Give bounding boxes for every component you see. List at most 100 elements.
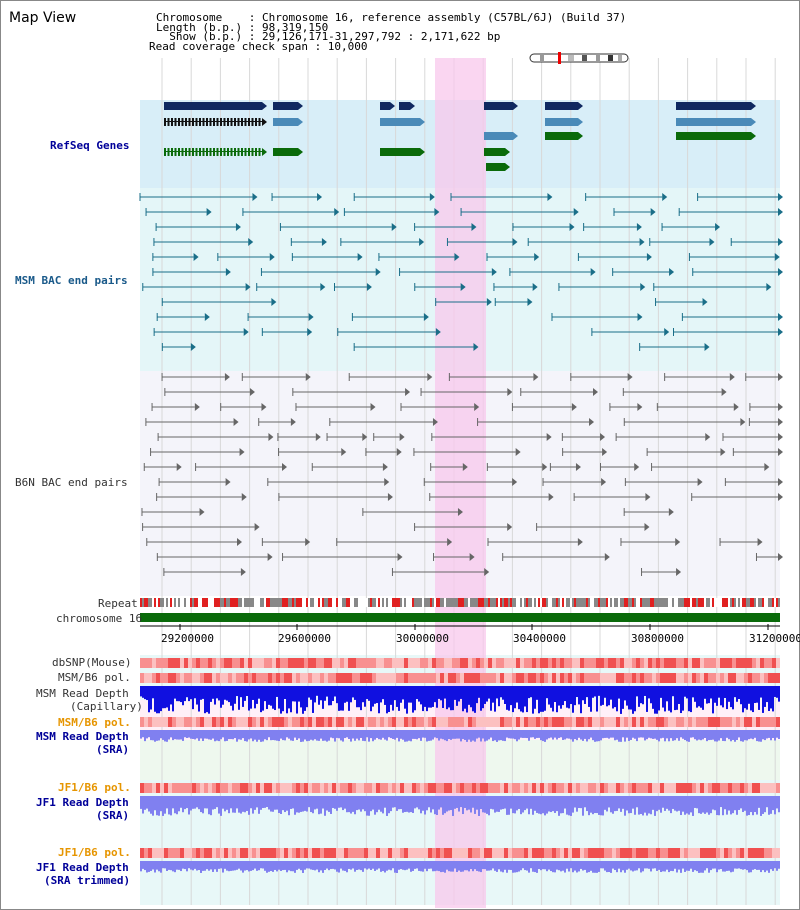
repeat-mark	[432, 598, 434, 607]
msm-sra-depth	[690, 730, 692, 738]
jf1-trimmed-depth	[436, 861, 438, 871]
jf1-trimmed-depth	[386, 861, 388, 871]
msm-capillary-depth	[396, 686, 398, 707]
msm-sra-depth	[204, 730, 206, 739]
dbsnp-strip	[200, 658, 204, 668]
jf1-trimmed-depth	[554, 861, 556, 873]
repeat-mark	[768, 598, 770, 607]
msm-sra-depth	[534, 730, 536, 739]
repeat-mark	[626, 598, 628, 607]
msm-sra-depth	[178, 730, 180, 740]
dbsnp-strip	[716, 658, 720, 668]
repeat-mark	[168, 598, 170, 607]
jf1-pol-strip	[196, 783, 200, 793]
msm-pol2-strip	[728, 717, 732, 727]
msm-capillary-depth	[654, 686, 656, 714]
msm-sra-depth	[488, 730, 490, 740]
msm-sra-depth	[218, 730, 220, 742]
msm-pol2-strip	[480, 717, 484, 727]
jf1-sra-depth	[144, 796, 146, 810]
jf1-trimmed-depth	[394, 861, 396, 873]
jf1-trimmed-depth	[760, 861, 762, 873]
msm-pol-strip	[196, 673, 200, 683]
jf1-sra-depth	[458, 796, 460, 812]
msm-pol-strip	[308, 673, 312, 683]
repeat-mark	[500, 598, 502, 607]
msm-pol-strip	[260, 673, 264, 683]
repeat-mark	[246, 598, 248, 607]
repeat-mark	[566, 598, 568, 607]
jf1-pol-strip	[480, 783, 484, 793]
jf1-trimmed-depth	[298, 861, 300, 869]
repeat-mark	[414, 598, 416, 607]
jf1-pol-strip	[236, 783, 240, 793]
repeat-mark	[390, 598, 392, 607]
jf1-pol-strip	[168, 783, 172, 793]
axis-tick-label: 30800000	[631, 632, 684, 645]
repeat-mark	[446, 598, 448, 607]
msm-sra-depth	[680, 730, 682, 738]
msm-sra-depth	[708, 730, 710, 741]
dbsnp-strip	[632, 658, 636, 668]
msm-capillary-depth	[574, 686, 576, 706]
b6n-bac-arrow	[462, 463, 468, 471]
track-label-msm-bac[interactable]: MSM BAC end pairs	[15, 274, 128, 287]
repeat-mark	[508, 598, 510, 607]
msm-capillary-depth	[450, 686, 452, 711]
msm-sra-depth	[156, 730, 158, 741]
track-label-jf1-b6-pol[interactable]: JF1/B6 pol.	[58, 781, 131, 794]
jf1-trimmed-depth	[188, 861, 190, 869]
msm-pol-strip	[652, 673, 656, 683]
track-label-b6n-bac[interactable]: B6N BAC end pairs	[15, 476, 128, 489]
jf1-trimmed-depth	[444, 861, 446, 873]
msm-pol-strip	[468, 673, 472, 683]
repeat-mark	[378, 598, 380, 607]
repeat-mark	[448, 598, 450, 607]
msm-sra-depth	[668, 730, 670, 742]
jf1-trimmed-depth	[424, 861, 426, 869]
msm-capillary-depth	[676, 686, 678, 710]
track-label-jf1-depth-sra[interactable]: JF1 Read Depth	[36, 796, 129, 809]
msm-pol-strip	[328, 673, 332, 683]
jf1-pol-strip	[552, 783, 556, 793]
track-label-refseq[interactable]: RefSeq Genes	[50, 139, 130, 152]
msm-capillary-depth	[608, 686, 610, 706]
jf1-trimmed-depth	[382, 861, 384, 872]
repeat-mark	[486, 598, 488, 607]
msm-capillary-depth	[418, 686, 420, 702]
jf1-sra-depth	[382, 796, 384, 814]
jf1-trimmed-depth	[512, 861, 514, 873]
jf1-pol-strip	[712, 783, 716, 793]
repeat-mark	[396, 598, 398, 607]
refseq-gene-10-exon	[380, 118, 420, 126]
jf1-pol-strip	[316, 783, 320, 793]
msm-pol2-strip	[172, 717, 176, 727]
msm-bac-arrow	[664, 328, 670, 336]
track-label-dbsnp[interactable]: dbSNP(Mouse)	[52, 656, 132, 669]
msm-sra-depth	[626, 730, 628, 738]
b6n-bac-arrow	[507, 388, 513, 396]
msm-pol2-strip	[344, 717, 348, 727]
jf1-trimmed-depth	[542, 861, 544, 870]
msm-sra-depth	[158, 730, 160, 741]
msm-capillary-depth	[482, 686, 484, 709]
jf1-sra-depth	[156, 796, 158, 816]
msm-pol2-strip	[420, 717, 424, 727]
track-label-msm-b6-pol-2[interactable]: MSM/B6 pol.	[58, 716, 131, 729]
refseq-gene-8-arrow	[262, 118, 267, 126]
msm-sra-depth	[310, 730, 312, 740]
msm-capillary-depth	[682, 686, 684, 711]
jf1-pol-strip	[576, 783, 580, 793]
track-label-jf1-depth-trimmed[interactable]: JF1 Read Depth	[36, 861, 129, 874]
track-label-msm-depth-capillary[interactable]: MSM Read Depth	[36, 687, 129, 700]
jf1-pol-strip	[156, 783, 160, 793]
repeat-mark	[222, 598, 224, 607]
jf1-sra-depth	[228, 796, 230, 814]
repeat-mark	[404, 598, 406, 607]
track-label-jf1-b6-pol-2[interactable]: JF1/B6 pol.	[58, 846, 131, 859]
track-label-msm-b6-pol[interactable]: MSM/B6 pol.	[58, 671, 131, 684]
track-label-msm-depth-sra[interactable]: MSM Read Depth	[36, 730, 129, 743]
jf1-sra-depth	[260, 796, 262, 810]
dbsnp-strip	[740, 658, 744, 668]
